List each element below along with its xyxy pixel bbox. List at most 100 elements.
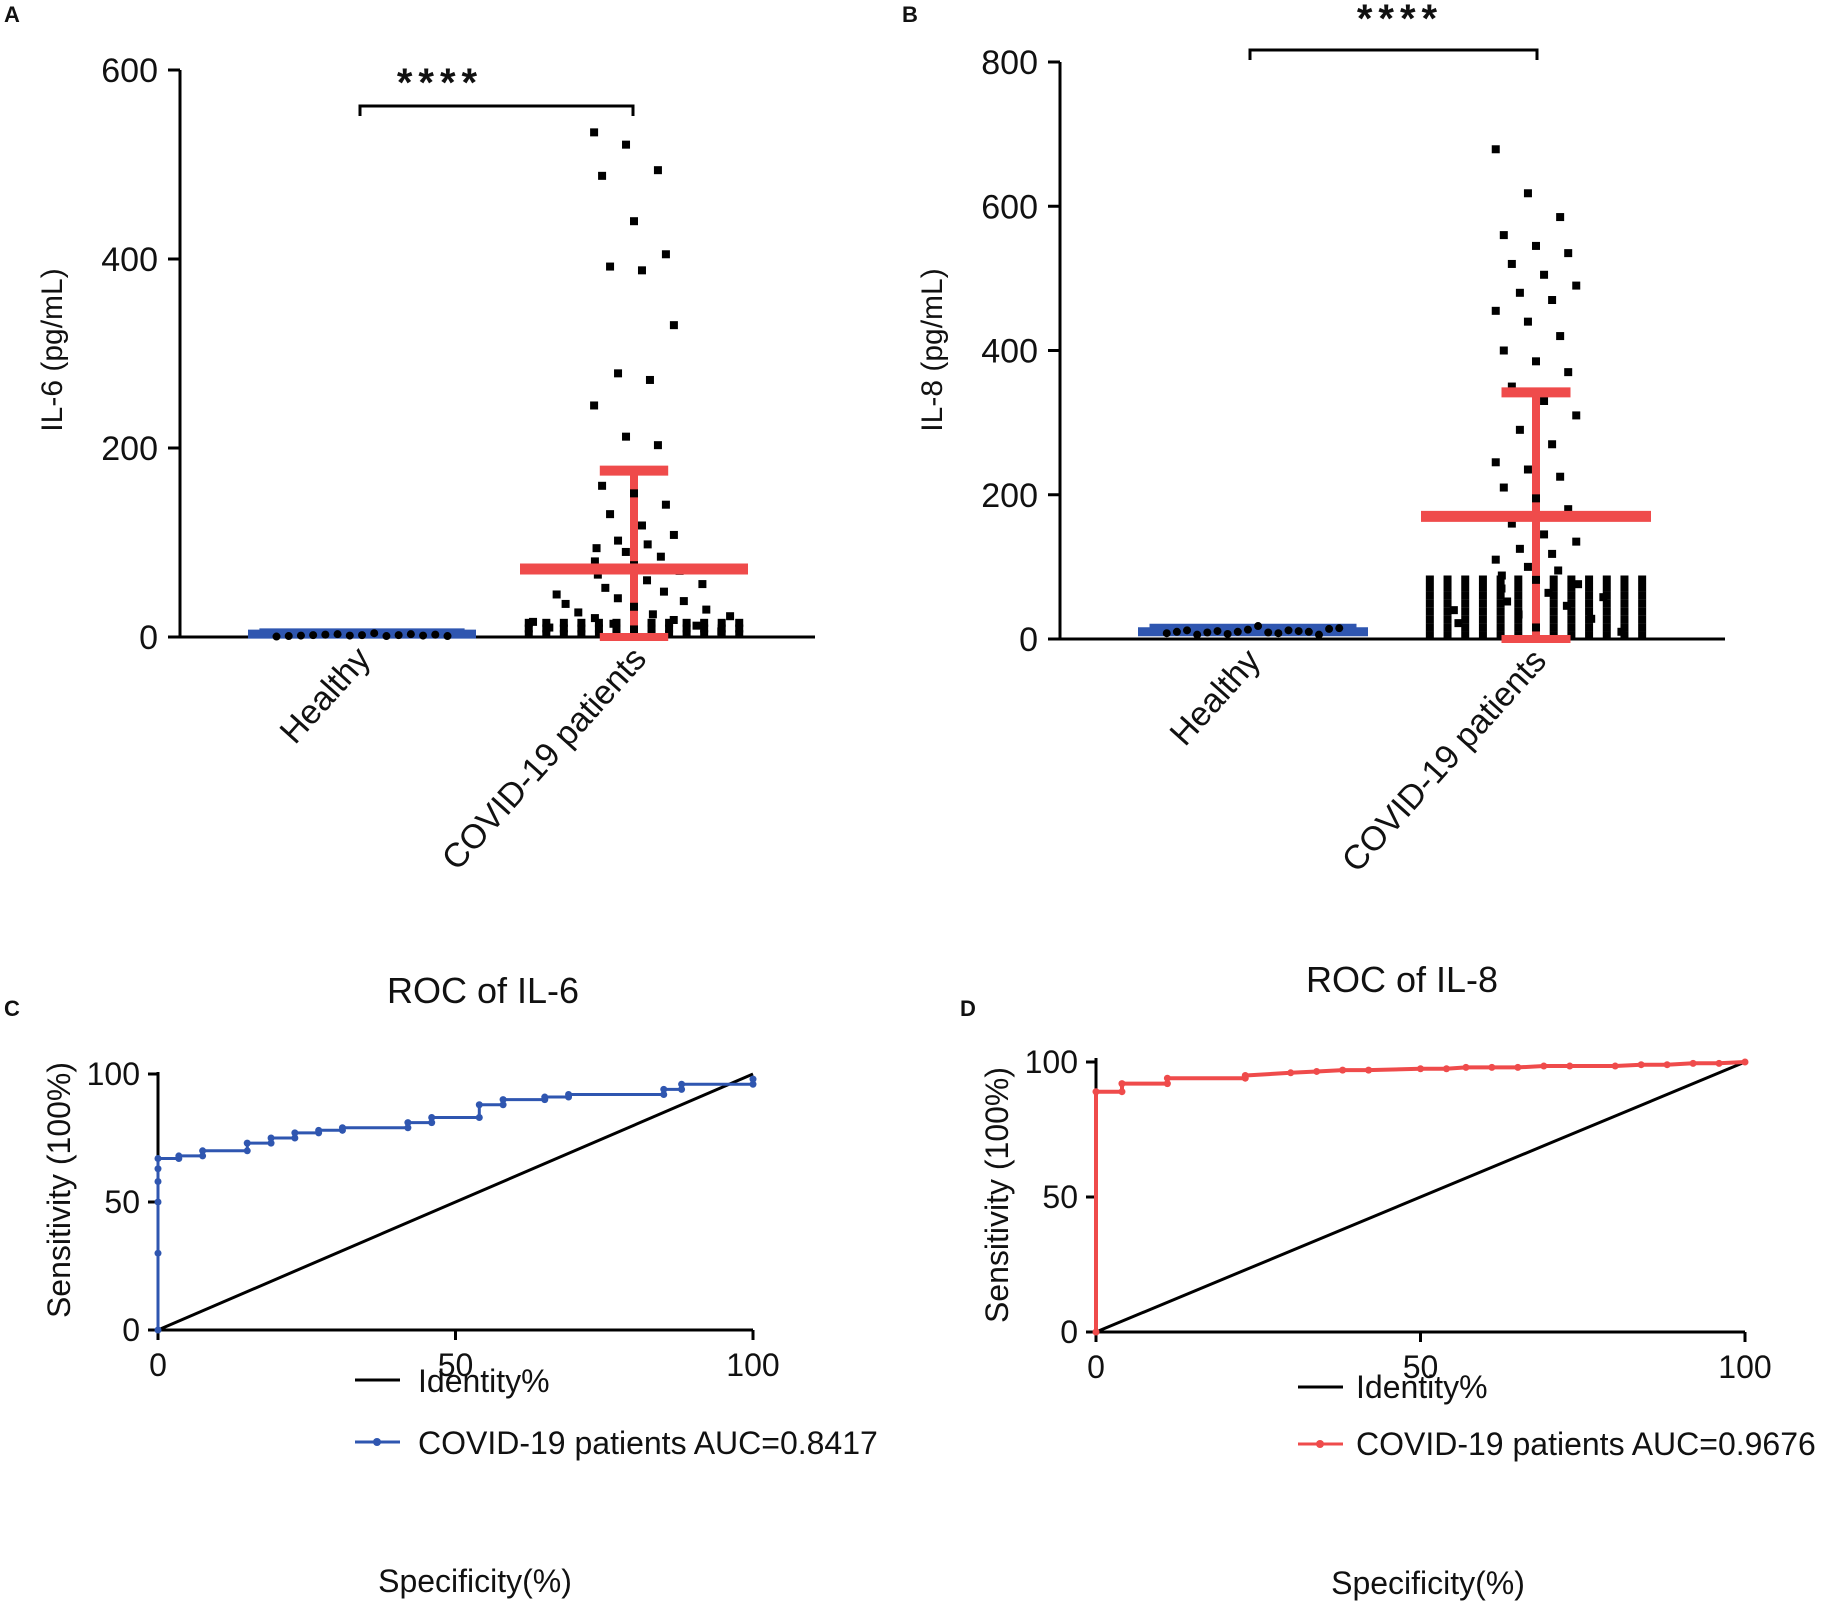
covid-data-point (1443, 615, 1452, 624)
roc-point (1540, 1062, 1548, 1070)
covid-data-point (1532, 575, 1540, 584)
covid-data-point (1620, 631, 1629, 640)
panel-a-significance: **** (397, 61, 483, 105)
panel-d: D ROC of IL-8 0 50 100 0 50 100 Sensitivity (… (960, 959, 1816, 1601)
panel-b-letter: B (902, 2, 918, 27)
healthy-data-point (1213, 627, 1222, 636)
covid-data-point (613, 594, 622, 603)
panel-c-legend-covid-marker (373, 1438, 381, 1446)
roc-point (749, 1080, 757, 1088)
covid-data-point (700, 624, 709, 633)
covid-data-point (637, 521, 646, 530)
covid-data-point (630, 602, 638, 611)
roc-point (749, 1075, 757, 1083)
roc-point (499, 1096, 507, 1104)
covid-data-point (669, 530, 678, 539)
covid-data-point (647, 624, 656, 633)
panel-d-ticks: 0 50 100 0 50 100 (1025, 1044, 1772, 1385)
covid-data-point (1515, 288, 1524, 297)
covid-data-point (1496, 599, 1505, 608)
covid-data-point (559, 618, 568, 627)
covid-data-point (1507, 382, 1516, 391)
y-tick-label: 200 (981, 477, 1038, 515)
covid-data-point (1478, 583, 1487, 592)
covid-data-point (1425, 599, 1434, 608)
roc-point (499, 1101, 507, 1109)
covid-data-point (1514, 575, 1523, 584)
roc-point (154, 1326, 162, 1334)
covid-data-point (542, 630, 551, 639)
covid-data-point (1638, 631, 1647, 640)
covid-data-point (1514, 591, 1523, 600)
roc-point (660, 1090, 668, 1098)
roc-point (1637, 1061, 1645, 1069)
y-tick-label: 0 (1060, 1314, 1078, 1350)
covid-data-point (1567, 599, 1576, 608)
covid-data-point (1514, 623, 1523, 632)
covid-data-point (1585, 583, 1594, 592)
roc-point (1611, 1062, 1619, 1070)
covid-data-point (1540, 396, 1549, 405)
roc-point (154, 1198, 162, 1206)
healthy-data-point (284, 632, 293, 641)
roc-point (1241, 1072, 1249, 1079)
covid-data-point (682, 630, 691, 639)
covid-data-point (1523, 562, 1532, 571)
covid-data-point (1564, 249, 1573, 258)
roc-point (541, 1093, 549, 1101)
covid-data-point (648, 610, 657, 619)
x-tick-label: 0 (149, 1347, 167, 1383)
covid-data-point (1443, 575, 1452, 584)
covid-data-point (1478, 631, 1487, 640)
covid-data-point (1443, 631, 1452, 640)
roc-point (154, 1249, 162, 1257)
healthy-data-point (333, 630, 342, 639)
covid-data-point (577, 630, 586, 639)
y-tick-label: 100 (87, 1056, 140, 1092)
covid-data-point (1567, 583, 1576, 592)
panel-b-significance-bracket (1248, 48, 1539, 60)
covid-data-point (1478, 607, 1487, 616)
covid-data-point (653, 441, 662, 450)
panel-c: C ROC of IL-6 0 50 100 0 50 100 Sensitivity (… (4, 970, 878, 1599)
panel-c-legend-identity: Identity% (418, 1363, 550, 1399)
roc-point (1118, 1080, 1126, 1088)
roc-point (475, 1101, 483, 1109)
covid-data-point (542, 624, 551, 633)
roc-point (475, 1114, 483, 1122)
covid-data-point (665, 618, 674, 627)
x-tick-label: 50 (1403, 1349, 1439, 1385)
covid-data-point (1443, 583, 1452, 592)
panel-c-x-axis-title: Specificity(%) (378, 1563, 572, 1599)
covid-data-point (1503, 597, 1512, 606)
covid-data-point (643, 540, 652, 549)
roc-point (1163, 1080, 1171, 1088)
healthy-data-point (1223, 629, 1232, 638)
covid-data-point (1574, 580, 1583, 589)
covid-data-point (1602, 607, 1611, 616)
covid-data-point (1514, 599, 1523, 608)
roc-point (315, 1126, 323, 1134)
covid-data-point (559, 624, 568, 633)
roc-point (199, 1147, 207, 1155)
roc-point (338, 1124, 346, 1132)
covid-data-point (614, 369, 623, 378)
covid-data-point (524, 630, 533, 639)
covid-data-point (590, 128, 599, 137)
covid-data-point (1514, 583, 1523, 592)
covid-data-point (1564, 368, 1573, 377)
covid-data-point (1554, 566, 1563, 575)
panel-b-marks (1138, 145, 1651, 643)
panel-d-legend-covid: COVID-19 patients AUC=0.9676 (1356, 1426, 1816, 1462)
roc-point (404, 1119, 412, 1127)
covid-data-point (1620, 599, 1629, 608)
covid-data-point (630, 489, 638, 498)
roc-point (428, 1119, 436, 1127)
covid-data-point (669, 321, 678, 330)
covid-data-point (630, 217, 638, 226)
covid-data-point (1515, 544, 1524, 553)
covid-data-point (1532, 494, 1540, 503)
covid-data-point (1523, 189, 1532, 198)
healthy-data-point (370, 629, 379, 638)
covid-data-point (1523, 317, 1532, 326)
